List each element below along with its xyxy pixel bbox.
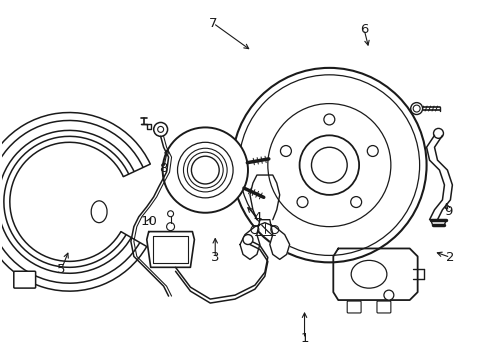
Circle shape <box>191 156 219 184</box>
Circle shape <box>299 135 358 195</box>
Circle shape <box>296 197 307 207</box>
Circle shape <box>167 211 173 217</box>
Circle shape <box>243 235 252 244</box>
Circle shape <box>323 114 334 125</box>
Text: 1: 1 <box>300 332 308 345</box>
Text: 6: 6 <box>359 23 367 36</box>
Text: 9: 9 <box>443 205 452 218</box>
Circle shape <box>366 145 377 157</box>
FancyBboxPatch shape <box>14 271 36 288</box>
Text: 5: 5 <box>57 263 65 276</box>
Text: 7: 7 <box>208 17 217 30</box>
Circle shape <box>311 147 346 183</box>
Text: 4: 4 <box>253 211 262 224</box>
Polygon shape <box>240 220 289 260</box>
Circle shape <box>410 103 422 114</box>
Polygon shape <box>146 231 194 267</box>
Text: 2: 2 <box>445 251 454 264</box>
Circle shape <box>153 122 167 136</box>
Circle shape <box>163 127 247 213</box>
Circle shape <box>383 290 393 300</box>
Text: 10: 10 <box>140 215 157 228</box>
Circle shape <box>280 145 291 157</box>
FancyBboxPatch shape <box>346 301 360 313</box>
Text: 8: 8 <box>159 162 167 175</box>
Text: 3: 3 <box>210 251 219 264</box>
Circle shape <box>232 68 426 262</box>
Circle shape <box>350 197 361 207</box>
FancyBboxPatch shape <box>376 301 390 313</box>
